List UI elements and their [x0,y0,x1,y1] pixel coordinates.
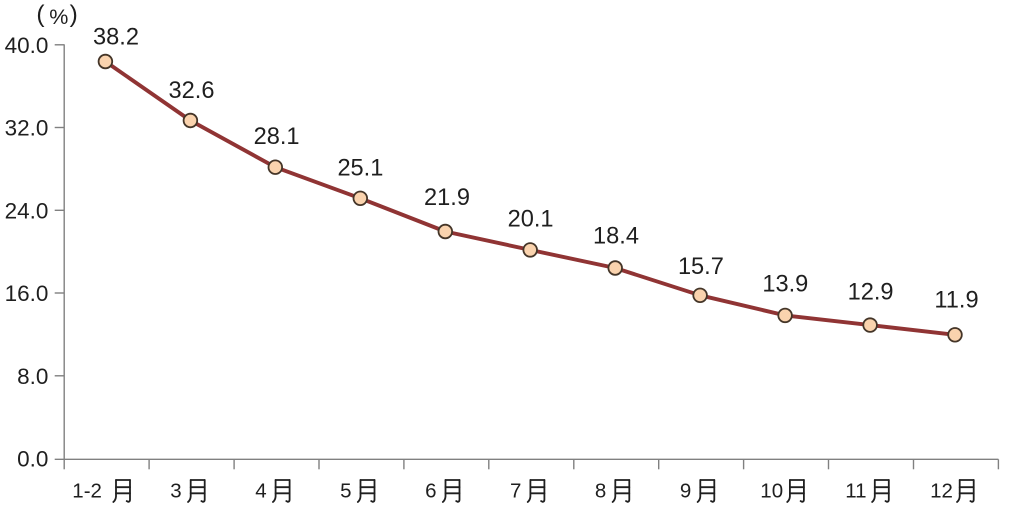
svg-text:12.9: 12.9 [848,280,894,306]
svg-text:3: 3 [170,480,181,503]
svg-text:1-2: 1-2 [72,480,102,503]
svg-text:15.7: 15.7 [678,254,724,280]
svg-text:21.9: 21.9 [424,185,470,211]
svg-text:8.0: 8.0 [17,364,48,389]
svg-text:11.9: 11.9 [934,287,978,313]
svg-text:11: 11 [845,480,866,503]
svg-text:): ) [70,1,78,28]
svg-text:13.9: 13.9 [762,271,808,297]
svg-text:0.0: 0.0 [17,447,48,472]
svg-text:40.0: 40.0 [5,33,49,58]
svg-text:32.0: 32.0 [5,116,49,141]
svg-text:20.1: 20.1 [508,207,554,233]
svg-text:%: % [49,5,68,29]
svg-text:4: 4 [255,480,266,503]
svg-text:6: 6 [425,480,436,503]
svg-text:25.1: 25.1 [337,155,383,181]
svg-text:7: 7 [510,480,521,503]
svg-text:28.1: 28.1 [254,124,300,150]
svg-text:9: 9 [680,480,691,503]
svg-text:5: 5 [340,480,351,503]
svg-text:16.0: 16.0 [5,281,49,306]
svg-text:38.2: 38.2 [93,24,139,50]
svg-text:24.0: 24.0 [5,198,49,223]
svg-text:(: ( [36,1,45,28]
svg-text:8: 8 [595,480,606,503]
svg-text:10: 10 [760,480,783,503]
svg-text:32.6: 32.6 [169,78,215,104]
svg-text:18.4: 18.4 [593,224,639,250]
svg-text:12: 12 [930,480,953,503]
